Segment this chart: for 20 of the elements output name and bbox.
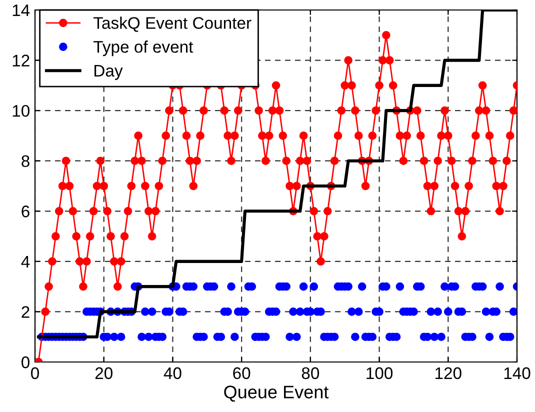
y-tick-label: 8: [22, 155, 30, 168]
x-tick-label: 20: [95, 367, 112, 380]
x-tick-label: 80: [302, 367, 320, 380]
legend-label: TaskQ Event Counter: [94, 16, 252, 32]
x-tick-label: 100: [366, 367, 393, 380]
y-tick-label: 12: [12, 54, 30, 66]
legend-label: Type of event: [94, 40, 194, 56]
y-tick-label: 14: [12, 4, 30, 16]
x-tick-label: 140: [504, 367, 530, 380]
x-tick-label: 40: [164, 367, 182, 380]
x-tick-label: 120: [436, 367, 462, 380]
y-tick-label: 2: [22, 306, 30, 318]
y-tick-label: 0: [22, 356, 30, 368]
x-tick-label: 0: [31, 367, 39, 380]
y-tick-label: 6: [22, 206, 30, 218]
x-tick-label: 60: [233, 367, 250, 380]
x-axis-title: Queue Event: [224, 386, 329, 402]
y-tick-label: 4: [21, 256, 30, 268]
legend-label: Day: [94, 65, 123, 80]
y-tick-label: 10: [12, 104, 30, 117]
